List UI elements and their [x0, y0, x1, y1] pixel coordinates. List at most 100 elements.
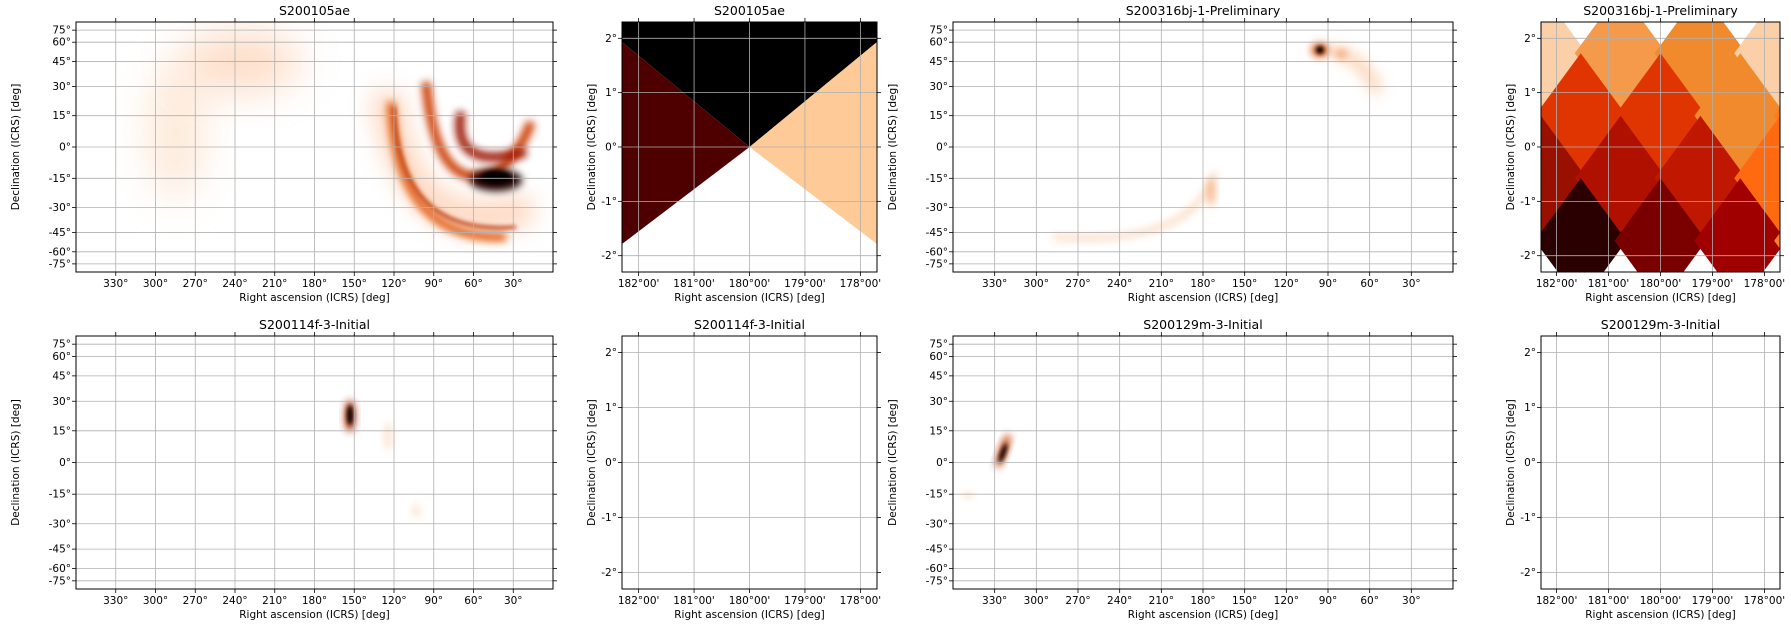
prob-peak: [347, 405, 353, 425]
x-tick-label: 178°00': [840, 595, 882, 607]
x-axis-label: Right ascension (ICRS) [deg]: [1585, 292, 1736, 304]
prob-region: [412, 504, 420, 518]
y-tick-label: -1°: [1520, 512, 1536, 524]
prob-region: [392, 106, 517, 230]
panel-4: 182°00' 181°00' 180°00' 179°00' 178°00' 2° 1° 0…: [1505, 3, 1786, 304]
y-tick-label: 1°: [605, 87, 617, 99]
x-tick-label: 180°: [1190, 595, 1215, 607]
panel-title: S200129m-3-Initial: [1601, 317, 1720, 332]
y-tick-label: -1°: [601, 196, 617, 208]
x-tick-label: 180°: [302, 595, 327, 607]
y-tick-label: -45°: [926, 227, 948, 239]
y-tick-label: -60°: [49, 563, 71, 575]
panel-8: 182°00' 181°00' 180°00' 179°00' 178°00' 2° 1° 0…: [1505, 317, 1785, 621]
y-tick-label: -15°: [926, 173, 948, 185]
x-tick-label: 270°: [1065, 278, 1090, 290]
x-tick-label: 182°00': [618, 595, 660, 607]
pixel: [1574, 22, 1667, 116]
axes-frame: [1540, 21, 1781, 273]
x-tick-label: 210°: [262, 595, 287, 607]
y-tick-label: 75°: [929, 25, 948, 37]
pixel: [1694, 178, 1780, 272]
y-tick-label: -30°: [926, 202, 948, 214]
x-tick-label: 330°: [982, 595, 1007, 607]
x-tick-label: 60°: [464, 595, 483, 607]
panel-6: 182°00' 181°00' 180°00' 179°00' 178°00' 2° 1° 0…: [586, 317, 881, 621]
y-tick-label: 1°: [1524, 402, 1536, 414]
heatmap-image: [1052, 43, 1383, 242]
y-tick-label: 45°: [929, 370, 948, 382]
heatmap-image: [148, 32, 537, 242]
x-tick-label: 178°00': [1744, 278, 1786, 290]
x-tick-label: 330°: [103, 595, 128, 607]
x-tick-label: 210°: [1149, 278, 1174, 290]
y-axis-label: Declination (ICRS) [deg]: [887, 399, 899, 526]
y-tick-label: -75°: [49, 575, 71, 587]
axes-frame: [621, 21, 878, 273]
heatmap-image: [963, 434, 1011, 498]
y-tick-label: 0°: [59, 457, 71, 469]
y-tick-label: 1°: [605, 402, 617, 414]
x-tick-label: 270°: [183, 278, 208, 290]
x-tick-label: 182°00': [618, 278, 660, 290]
x-tick-label: 90°: [424, 278, 443, 290]
y-tick-label: -45°: [49, 544, 71, 556]
y-tick-label: 15°: [929, 425, 948, 437]
y-tick-label: 0°: [936, 142, 948, 154]
x-tick-label: 210°: [262, 278, 287, 290]
x-tick-label: 180°00': [1640, 278, 1682, 290]
x-tick-label: 180°00': [1640, 595, 1682, 607]
y-tick-label: 30°: [929, 81, 948, 93]
x-axis-label: Right ascension (ICRS) [deg]: [1128, 292, 1279, 304]
y-tick-label: 30°: [52, 396, 71, 408]
y-tick-label: 30°: [52, 81, 71, 93]
x-tick-label: 179°00': [784, 595, 826, 607]
x-tick-label: 300°: [143, 595, 168, 607]
prob-region: [148, 62, 204, 202]
x-tick-label: 30°: [1402, 278, 1421, 290]
y-tick-label: 0°: [605, 142, 617, 154]
x-tick-label: 181°00': [1588, 595, 1630, 607]
y-tick-label: -15°: [49, 489, 71, 501]
axes-frame: [952, 21, 1454, 273]
heatmap-image: [1541, 22, 1780, 272]
y-tick-label: -2°: [601, 567, 617, 579]
y-tick-label: -15°: [926, 489, 948, 501]
x-tick-label: 120°: [1274, 595, 1299, 607]
y-tick-label: -75°: [926, 575, 948, 587]
panel-title: S200316bj-1-Preliminary: [1583, 3, 1738, 18]
y-tick-label: 60°: [52, 351, 71, 363]
panel-2: 182°00' 181°00' 180°00' 179°00' 178°00' 2° 1° 0…: [586, 3, 881, 304]
prob-peak: [482, 171, 510, 183]
prob-region: [181, 32, 301, 92]
y-tick-label: 2°: [605, 33, 617, 45]
x-tick-label: 150°: [1232, 595, 1257, 607]
x-tick-label: 210°: [1149, 595, 1174, 607]
x-tick-label: 120°: [381, 595, 406, 607]
y-axis-label: Declination (ICRS) [deg]: [887, 84, 899, 211]
axes-frame: [621, 335, 878, 590]
x-tick-label: 300°: [143, 278, 168, 290]
y-tick-label: 1°: [1524, 87, 1536, 99]
y-tick-label: 60°: [929, 351, 948, 363]
y-tick-label: 0°: [936, 457, 948, 469]
y-tick-label: 45°: [52, 56, 71, 68]
y-tick-label: 15°: [52, 110, 71, 122]
panel-title: S200316bj-1-Preliminary: [1126, 3, 1281, 18]
prob-peak: [998, 443, 1008, 463]
x-tick-label: 30°: [504, 278, 523, 290]
y-tick-label: -45°: [49, 227, 71, 239]
x-axis-label: Right ascension (ICRS) [deg]: [674, 609, 825, 621]
x-tick-label: 178°00': [1744, 595, 1786, 607]
heatmap-image: [345, 400, 420, 518]
axes-frame: [952, 335, 1454, 590]
x-tick-label: 240°: [1107, 278, 1132, 290]
prob-region: [1207, 178, 1215, 206]
x-axis-label: Right ascension (ICRS) [deg]: [239, 609, 390, 621]
x-tick-label: 150°: [1232, 278, 1257, 290]
y-tick-label: -30°: [49, 202, 71, 214]
y-tick-label: 15°: [52, 425, 71, 437]
y-tick-label: 15°: [929, 110, 948, 122]
x-tick-label: 330°: [982, 278, 1007, 290]
